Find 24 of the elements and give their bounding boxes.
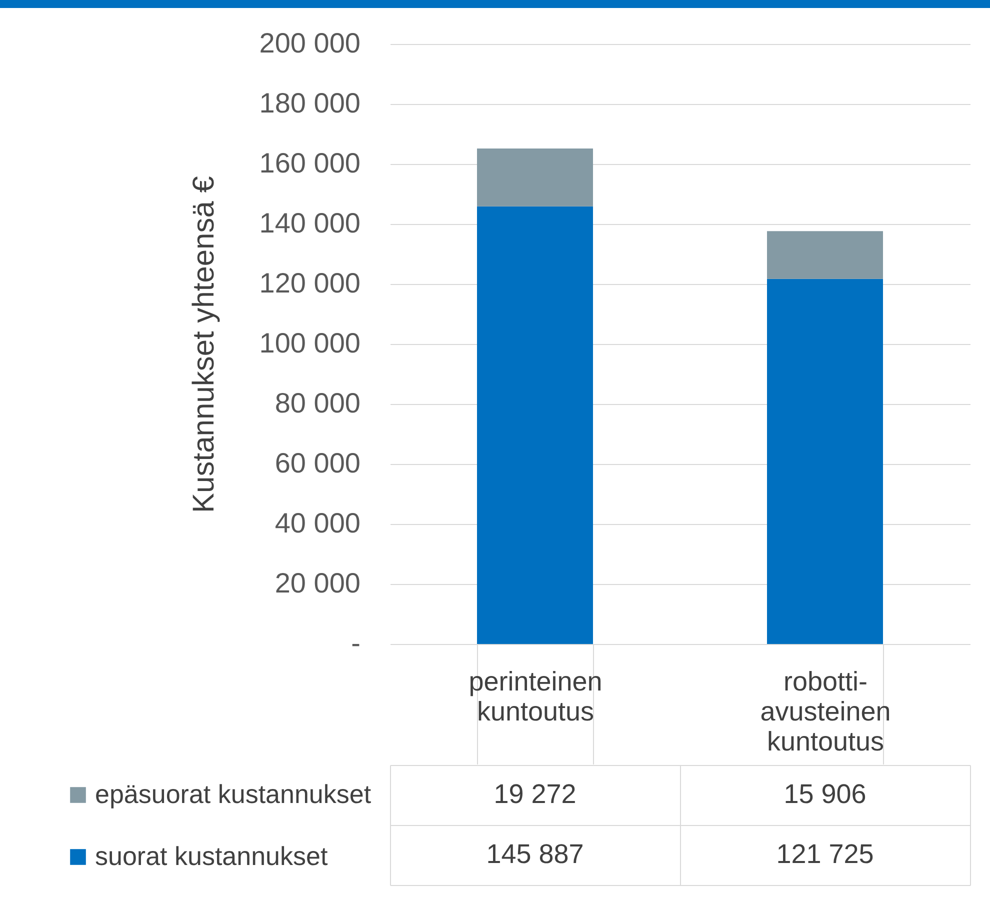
x-tick-label: perinteinen kuntoutus [468,666,602,726]
bar [767,231,883,279]
y-tick-label: 100 000 [259,328,360,358]
y-tick-label: - [351,628,360,658]
y-tick-label: 20 000 [274,568,360,598]
bar [477,206,593,644]
y-tick-label: 120 000 [259,268,360,298]
y-tick-label: 160 000 [259,148,360,178]
data-label: 19 272 [494,779,576,809]
data-label: 15 906 [784,779,866,809]
bar [477,148,593,206]
y-tick-label: 140 000 [259,208,360,238]
legend-label: suorat kustannukset [95,841,328,871]
y-axis-title: Kustannukset yhteensä € [187,176,220,513]
x-tick-label: robotti-avusteinen kuntoutus [760,666,891,756]
data-label: 121 725 [776,839,874,869]
bar [767,278,883,644]
data-label: 145 887 [486,839,584,869]
y-tick-label: 180 000 [259,88,360,118]
y-tick-label: 80 000 [274,388,360,418]
y-tick-label: 60 000 [274,448,360,478]
y-tick-label: 40 000 [274,508,360,538]
y-tick-label: 200 000 [259,28,360,58]
legend-label: epäsuorat kustannukset [95,779,372,809]
